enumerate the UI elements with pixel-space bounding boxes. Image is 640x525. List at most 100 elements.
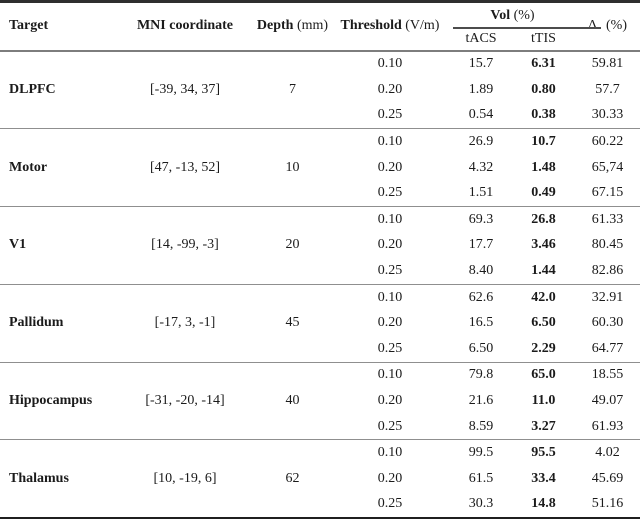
table-row: 0.25 8.59 3.27 61.93	[0, 414, 640, 440]
header-mni-coordinate: MNI coordinate	[136, 18, 234, 34]
cell-threshold: 0.25	[377, 263, 403, 279]
cell-delta: 18.55	[591, 367, 624, 383]
cell-delta: 61.93	[591, 418, 624, 434]
cell-tacs: 1.51	[468, 185, 494, 201]
cell-delta: 57.7	[595, 81, 620, 97]
cell-mni: [-39, 34, 37]	[150, 81, 220, 97]
cell-ttis: 6.50	[531, 315, 556, 331]
cell-threshold: 0.10	[377, 367, 403, 383]
cell-depth: 45	[285, 315, 300, 331]
cell-threshold: 0.25	[377, 185, 403, 201]
cell-tacs: 8.59	[468, 418, 494, 434]
table-row: 0.25 8.40 1.44 82.86	[0, 258, 640, 284]
cell-depth: 10	[285, 159, 300, 175]
header-tacs: tACS	[465, 31, 497, 46]
cell-ttis: 3.27	[531, 418, 556, 434]
table-row: 0.20 1.89 0.80 57.7	[0, 77, 640, 103]
cell-ttis: 10.7	[531, 134, 556, 150]
cell-tacs: 79.8	[468, 367, 494, 383]
cell-tacs: 6.50	[468, 340, 494, 356]
table-row: Thalamus [10, -19, 6] 62 0.10 99.5 95.5 …	[0, 440, 640, 486]
cell-threshold: 0.25	[377, 340, 403, 356]
cell-ttis: 0.49	[531, 185, 556, 201]
header-target: Target	[9, 18, 49, 34]
cell-tacs: 26.9	[468, 134, 494, 150]
cell-threshold: 0.10	[377, 445, 403, 461]
header-depth: Depth (mm)	[256, 18, 329, 34]
group-dlpfc: DLPFC [-39, 34, 37] 7 0.10 15.7 6.31 59.…	[0, 51, 640, 129]
cell-mni: [-31, -20, -14]	[145, 393, 225, 409]
cell-delta: 4.02	[595, 445, 620, 461]
cell-target: Hippocampus	[9, 393, 93, 409]
cell-target: DLPFC	[9, 81, 56, 97]
table-row: 0.25 6.50 2.29 64.77	[0, 336, 640, 362]
cell-tacs: 15.7	[468, 56, 494, 72]
cell-depth: 40	[285, 393, 300, 409]
group-hippocampus: Hippocampus [-31, -20, -14] 40 0.10 79.8…	[0, 362, 640, 440]
table-row: 0.20 17.7 3.46 80.45	[0, 233, 640, 259]
cell-delta: 60.22	[591, 134, 624, 150]
cell-delta: 67.15	[591, 185, 624, 201]
table-row: Pallidum [-17, 3, -1] 45 0.10 62.6 42.0 …	[0, 284, 640, 331]
table-row: 0.25 1.51 0.49 67.15	[0, 180, 640, 206]
cell-delta: 80.45	[591, 237, 624, 253]
cell-ttis: 0.80	[531, 81, 556, 97]
group-v1: V1 [14, -99, -3] 20 0.10 69.3 26.8 61.33…	[0, 206, 640, 285]
table-row: 0.25 30.3 14.8 51.16	[0, 492, 640, 519]
cell-target: V1	[9, 237, 27, 253]
table-row: 0.20 16.5 6.50 60.30	[0, 310, 640, 336]
cell-threshold: 0.20	[377, 315, 403, 331]
cell-ttis: 2.29	[531, 340, 556, 356]
cell-depth: 62	[285, 470, 300, 486]
header-delta: Δ (%)	[587, 18, 627, 34]
table-row: 0.20 21.6 11.0 49.07	[0, 388, 640, 414]
cell-delta: 49.07	[591, 393, 624, 409]
table-row: DLPFC [-39, 34, 37] 7 0.10 15.7 6.31 59.…	[0, 51, 640, 97]
table-row: Motor [47, -13, 52] 10 0.10 26.9 10.7 60…	[0, 129, 640, 175]
group-thalamus: Thalamus [10, -19, 6] 62 0.10 99.5 95.5 …	[0, 439, 640, 519]
cell-delta: 65,74	[591, 159, 624, 175]
cell-delta: 59.81	[591, 56, 624, 72]
cell-target: Motor	[9, 159, 48, 175]
cell-threshold: 0.10	[377, 289, 403, 305]
group-motor: Motor [47, -13, 52] 10 0.10 26.9 10.7 60…	[0, 128, 640, 207]
cell-mni: [-17, 3, -1]	[154, 315, 216, 331]
cell-depth: 7	[289, 81, 296, 97]
cell-ttis: 65.0	[531, 367, 556, 383]
group-pallidum: Pallidum [-17, 3, -1] 45 0.10 62.6 42.0 …	[0, 284, 640, 362]
cell-tacs: 30.3	[468, 496, 494, 512]
cell-tacs: 99.5	[468, 445, 494, 461]
cell-ttis: 95.5	[531, 445, 556, 461]
cell-ttis: 42.0	[531, 289, 556, 305]
cell-tacs: 4.32	[468, 159, 494, 175]
cell-delta: 60.30	[591, 315, 624, 331]
cell-threshold: 0.25	[377, 496, 403, 512]
cell-ttis: 0.38	[531, 107, 556, 123]
cell-threshold: 0.10	[377, 211, 403, 227]
cell-threshold: 0.25	[377, 107, 403, 123]
table-row: 0.20 4.32 1.48 65,74	[0, 155, 640, 181]
cell-threshold: 0.10	[377, 134, 403, 150]
cell-ttis: 14.8	[531, 496, 556, 512]
cell-ttis: 1.44	[531, 263, 556, 279]
cell-tacs: 62.6	[468, 289, 494, 305]
cell-threshold: 0.10	[377, 56, 403, 72]
cell-threshold: 0.20	[377, 81, 403, 97]
table-row: 0.20 61.5 33.4 45.69	[0, 466, 640, 492]
cell-mni: [47, -13, 52]	[150, 159, 220, 175]
cell-ttis: 3.46	[531, 237, 556, 253]
header-ttis: tTIS	[531, 31, 556, 46]
cell-mni: [14, -99, -3]	[151, 237, 219, 253]
cell-ttis: 11.0	[531, 393, 556, 409]
cell-delta: 45.69	[591, 470, 624, 486]
cell-tacs: 61.5	[468, 470, 494, 486]
cell-tacs: 0.54	[468, 107, 494, 123]
cell-tacs: 8.40	[468, 263, 494, 279]
cell-tacs: 69.3	[468, 211, 494, 227]
table-row: V1 [14, -99, -3] 20 0.10 69.3 26.8 61.33	[0, 207, 640, 253]
cell-delta: 64.77	[591, 340, 624, 356]
cell-mni: [10, -19, 6]	[153, 470, 217, 486]
cell-threshold: 0.20	[377, 159, 403, 175]
